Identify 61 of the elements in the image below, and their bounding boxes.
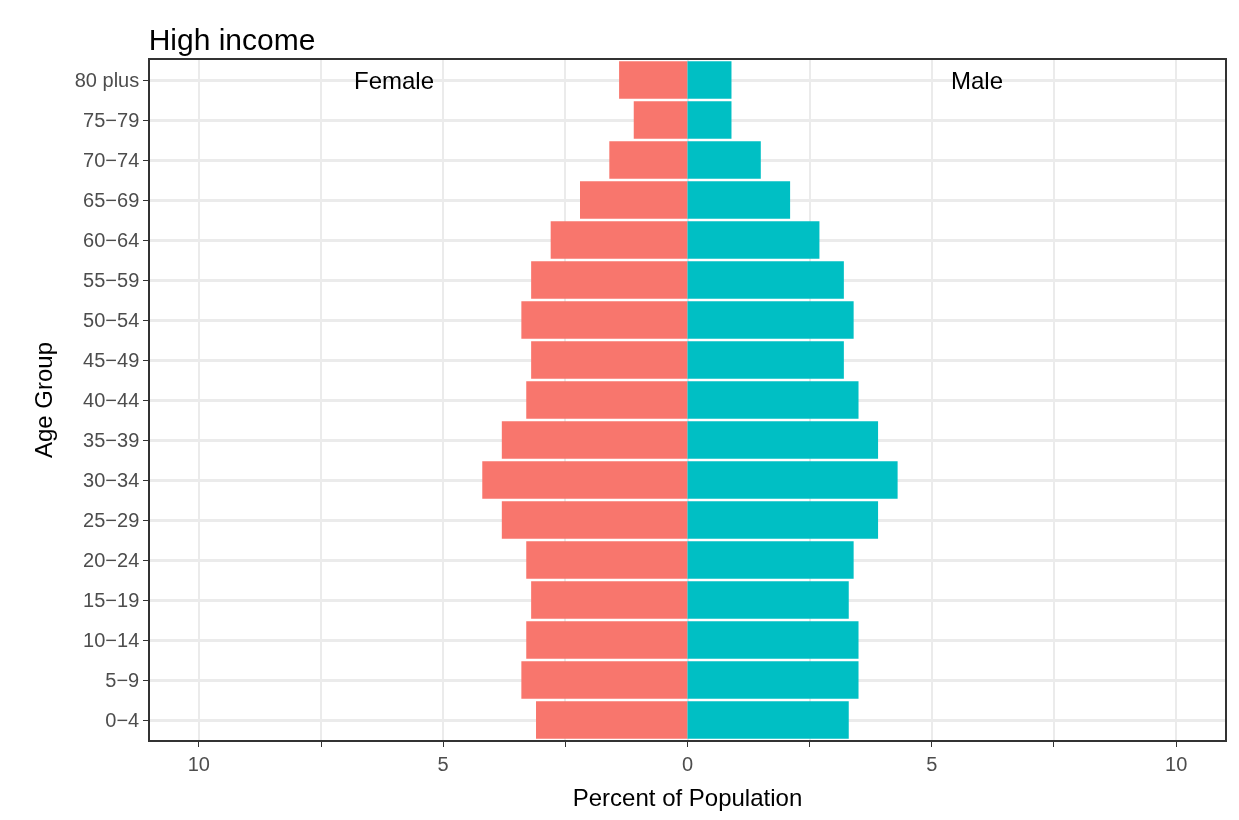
y-tick-label: 30−34 (83, 469, 140, 491)
bar (687, 381, 859, 419)
bar (526, 381, 688, 419)
y-tick-label: 75−79 (83, 109, 140, 131)
bar (687, 261, 844, 299)
y-tick-label: 65−69 (83, 189, 140, 211)
bar (550, 221, 688, 259)
bar (521, 301, 688, 339)
bar (687, 461, 898, 499)
bar (619, 61, 688, 99)
y-tick-label: 0−4 (105, 709, 140, 731)
bar (687, 501, 879, 539)
annotation: Male (951, 67, 1004, 94)
bar (531, 261, 688, 299)
bar (536, 701, 688, 739)
bar (687, 221, 820, 259)
bar (633, 101, 688, 139)
bar (687, 701, 849, 739)
y-tick-label: 55−59 (83, 269, 140, 291)
y-tick-label: 35−39 (83, 429, 140, 451)
x-tick-label: 10 (187, 752, 210, 775)
y-tick-label: 5−9 (105, 669, 140, 691)
y-tick-label: 25−29 (83, 509, 140, 531)
bar (687, 101, 732, 139)
y-tick-label: 15−19 (83, 589, 140, 611)
bar (687, 621, 859, 659)
bar (501, 421, 688, 459)
x-tick-label: 5 (926, 752, 938, 775)
bar (687, 341, 844, 379)
x-tick-label: 10 (1165, 752, 1188, 775)
y-tick-label: 70−74 (83, 149, 140, 171)
y-tick-label: 45−49 (83, 349, 140, 371)
bar (687, 541, 854, 579)
bar (687, 661, 859, 699)
bar (526, 541, 688, 579)
bar (687, 581, 849, 619)
bar (526, 621, 688, 659)
bar (687, 181, 791, 219)
bar (531, 581, 688, 619)
y-tick-label: 50−54 (83, 309, 140, 331)
bar (609, 141, 688, 179)
y-tick-label: 40−44 (83, 389, 140, 411)
bar (501, 501, 688, 539)
annotation: Female (354, 67, 435, 94)
x-tick-label: 5 (437, 752, 449, 775)
x-tick-label: 0 (681, 752, 694, 775)
y-tick-label: 20−24 (83, 549, 140, 571)
chart-title: High income (148, 22, 316, 56)
y-axis-title: Age Group (30, 341, 58, 459)
y-tick-label: 80 plus (74, 69, 140, 91)
bar (687, 301, 854, 339)
y-tick-label: 10−14 (83, 629, 140, 651)
x-axis-title: Percent of Population (572, 783, 803, 811)
bar (580, 181, 688, 219)
bar (687, 141, 761, 179)
bar (521, 661, 688, 699)
bar (531, 341, 688, 379)
bar (482, 461, 688, 499)
y-tick-label: 60−64 (83, 229, 140, 251)
bar (687, 421, 879, 459)
bar (687, 61, 732, 99)
